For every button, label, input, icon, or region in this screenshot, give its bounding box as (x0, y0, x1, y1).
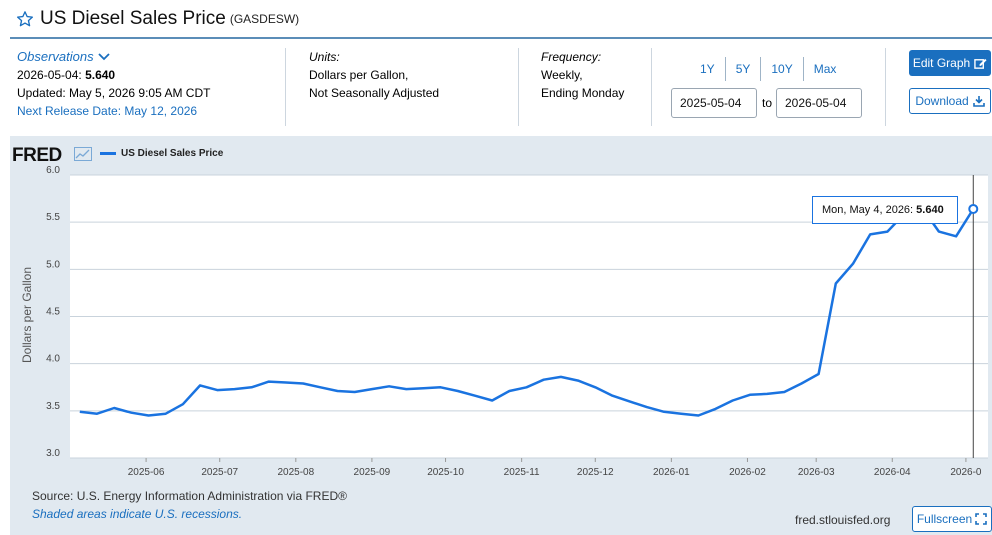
tooltip-date: Mon, May 4, 2026: (822, 204, 914, 216)
x-tick-label: 2025-11 (504, 467, 540, 478)
source-text: Source: U.S. Energy Information Administ… (32, 489, 347, 503)
y-tick-label: 4.5 (46, 307, 60, 318)
x-tick-label: 2025-08 (277, 467, 314, 478)
y-tick-label: 3.5 (46, 401, 60, 412)
title-divider (10, 37, 992, 39)
fullscreen-button[interactable]: Fullscreen (912, 506, 992, 532)
fullscreen-label[interactable]: Fullscreen (916, 512, 973, 526)
units-line-2: Not Seasonally Adjusted (309, 86, 440, 100)
units-panel: Units: Dollars per Gallon, Not Seasonall… (309, 48, 439, 102)
x-tick-label: 2026-0 (950, 467, 982, 478)
x-tick-label: 2025-12 (577, 467, 614, 478)
column-divider (285, 48, 286, 126)
x-tick-label: 2025-07 (201, 467, 238, 478)
legend-swatch (100, 152, 116, 155)
highlight-point[interactable] (968, 203, 979, 214)
x-tick-label: 2026-04 (874, 467, 911, 478)
x-tick-label: 2026-03 (798, 467, 835, 478)
to-label: to (762, 96, 773, 110)
series-line-us-diesel-sales-price[interactable] (79, 205, 975, 417)
end-date-input[interactable] (776, 88, 862, 118)
y-tick-label: 5.5 (46, 212, 60, 223)
updated-text: Updated: May 5, 2026 9:05 AM CDT (17, 86, 211, 100)
tooltip-value: 5.640 (916, 204, 944, 216)
y-tick-label: 4.0 (46, 354, 60, 365)
range-divider (724, 57, 726, 81)
column-divider (885, 48, 886, 126)
y-tick-label: 5.0 (46, 259, 60, 270)
legend-label: US Diesel Sales Price (121, 148, 224, 159)
column-divider (651, 48, 652, 126)
column-divider (518, 48, 519, 126)
download-icon[interactable] (972, 95, 985, 107)
units-line-1: Dollars per Gallon, (309, 68, 409, 82)
observations-panel: Observations 2026-05-04: 5.640 Updated: … (17, 48, 210, 120)
edit-icon[interactable] (974, 57, 987, 70)
range-buttons: 1Y 5Y 10Y Max (690, 57, 846, 81)
fred-logo: FRED (12, 145, 62, 166)
range-max-button[interactable]: Max (813, 62, 837, 76)
title-row: US Diesel Sales Price (GASDESW) (16, 8, 299, 30)
recession-note: Shaded areas indicate U.S. recessions. (32, 507, 243, 521)
download-button[interactable]: Download (909, 88, 991, 114)
y-tick-label: 3.0 (46, 448, 60, 459)
observation-value: 5.640 (85, 68, 116, 82)
y-axis-label: Dollars per Gallon (20, 266, 34, 364)
x-tick-label: 2025-09 (354, 467, 391, 478)
range-divider (760, 57, 762, 81)
y-tick-label: 6.0 (46, 165, 60, 176)
chart-tooltip: Mon, May 4, 2026: 5.640 (812, 196, 958, 224)
range-10y-button[interactable]: 10Y (771, 62, 793, 76)
x-tick-label: 2026-01 (653, 467, 690, 478)
page-title: US Diesel Sales Price (40, 8, 226, 29)
x-tick-label: 2025-06 (128, 467, 165, 478)
series-id: (GASDESW) (229, 12, 300, 26)
start-date-input[interactable] (671, 88, 757, 118)
edit-graph-button[interactable]: Edit Graph (909, 50, 991, 76)
latest-observation: 2026-05-04: 5.640 (17, 66, 210, 84)
site-credit: fred.stlouisfed.org (795, 513, 891, 527)
frequency-label: Frequency: (541, 50, 602, 64)
x-tick-label: 2025-10 (427, 467, 464, 478)
chevron-down-icon[interactable] (97, 53, 110, 61)
frequency-panel: Frequency: Weekly, Ending Monday (541, 48, 624, 102)
chart-legend: US Diesel Sales Price (100, 148, 223, 159)
next-release-link[interactable]: Next Release Date: May 12, 2026 (17, 104, 198, 118)
star-icon[interactable] (16, 10, 34, 28)
observations-dropdown[interactable]: Observations (17, 48, 210, 66)
frequency-line-2: Ending Monday (541, 86, 625, 100)
range-1y-button[interactable]: 1Y (700, 62, 715, 76)
units-label: Units: (309, 50, 340, 64)
observation-date: 2026-05-04: (17, 68, 82, 82)
x-tick-label: 2026-02 (729, 467, 766, 478)
download-label[interactable]: Download (915, 94, 969, 108)
range-5y-button[interactable]: 5Y (735, 62, 751, 76)
edit-graph-label[interactable]: Edit Graph (912, 56, 971, 70)
observations-label[interactable]: Observations (17, 49, 94, 64)
fullscreen-icon[interactable] (975, 513, 987, 525)
frequency-line-1: Weekly, (541, 68, 583, 82)
graph-logo-icon (74, 147, 92, 161)
range-divider (802, 57, 804, 81)
